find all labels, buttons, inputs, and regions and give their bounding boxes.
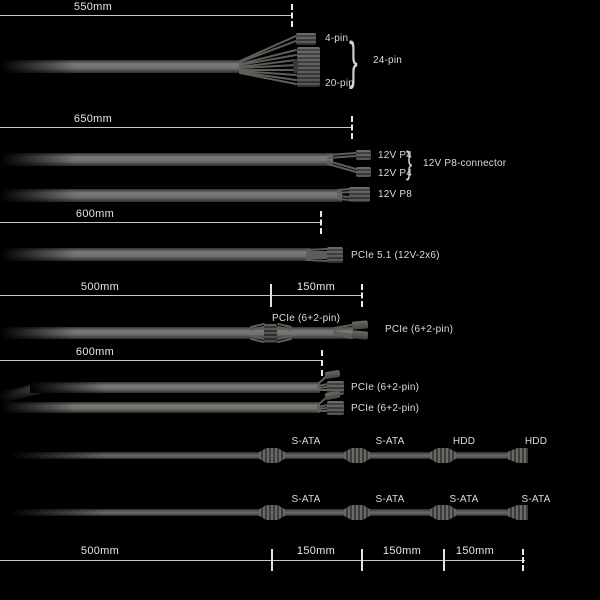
- measure-tick: [443, 549, 445, 571]
- label-12v-p8: 12V P8: [378, 189, 413, 200]
- measure-line: [0, 360, 323, 361]
- pcie-end-plug-top: [351, 320, 369, 330]
- hdd-connector: [430, 448, 456, 463]
- measure-tick: [271, 549, 273, 571]
- cpu-p8-wire-fan: [337, 188, 351, 201]
- measure-line: [0, 15, 293, 16]
- label-pcie51: PCIe 5.1 (12V-2x6): [351, 250, 440, 261]
- hdd-end-connector: [508, 448, 528, 463]
- label-20pin: 20-pin: [325, 78, 354, 89]
- measure-label-b150-2: 150mm: [382, 545, 422, 557]
- pcie51-cable: [0, 248, 311, 261]
- atx-4pin-connector: [296, 33, 316, 45]
- pcie-dual-bottom-2pin-plug: [324, 390, 341, 401]
- measure-tick-dashed: [522, 549, 524, 571]
- measure-tick: [361, 549, 363, 571]
- brace-p8-group: }: [406, 145, 413, 182]
- measure-line: [0, 295, 363, 296]
- label-4pin: 4-pin: [325, 33, 349, 44]
- sata-connector: [430, 505, 456, 520]
- label-12v-p4-top: 12V P4: [378, 150, 413, 161]
- pcie-dual-cable-bottom: [0, 402, 320, 413]
- cpu-p4-connector-top: [356, 150, 371, 160]
- measure-line: [0, 560, 525, 561]
- sata-connector: [259, 505, 285, 520]
- pcie-dual-cable-top: [30, 382, 320, 393]
- label-sata-2: S-ATA: [375, 436, 405, 447]
- pcie51-connector: [327, 247, 343, 263]
- measure-line: [0, 127, 353, 128]
- measure-line: [0, 222, 322, 223]
- measure-label-b150-1: 150mm: [296, 545, 336, 557]
- measure-label-b150-3: 150mm: [455, 545, 495, 557]
- cpu-p4-connector-bottom: [356, 167, 371, 177]
- label-24pin: 24-pin: [373, 55, 402, 66]
- label-pcie-mid: PCIe (6+2-pin): [272, 313, 341, 324]
- pcie-daisy-cable: [0, 327, 353, 339]
- label-sata2-4: S-ATA: [521, 494, 551, 505]
- label-pcie-dual-top: PCIe (6+2-pin): [351, 382, 420, 393]
- atx-20pin-latch: [293, 59, 298, 73]
- cpu-p4-wire-fan: [327, 152, 357, 173]
- brace-24pin: }: [349, 30, 358, 90]
- measure-tick-dashed: [351, 116, 353, 139]
- pcie-dual-bottom-connector: [327, 401, 344, 415]
- measure-tick-dashed: [361, 284, 363, 307]
- measure-tick-dashed: [320, 211, 322, 234]
- measure-tick-dashed: [291, 4, 293, 27]
- cpu-p8-connector: [349, 187, 370, 202]
- measure-label-600mm-2: 600mm: [75, 346, 115, 358]
- label-sata2-1: S-ATA: [291, 494, 321, 505]
- measure-label-550mm: 550mm: [73, 1, 113, 13]
- label-hdd-1: HDD: [452, 436, 476, 447]
- atx-20pin-connector: [297, 47, 320, 87]
- sata-connector: [344, 505, 370, 520]
- label-hdd-2: HDD: [524, 436, 548, 447]
- label-12v-p4-bottom: 12V P4: [378, 168, 413, 179]
- cpu-p4-cable: [0, 153, 333, 166]
- sata-end-connector: [508, 505, 528, 520]
- measure-tick-dashed: [321, 350, 323, 376]
- label-12v-p8-connector: 12V P8-connector: [423, 158, 507, 169]
- label-sata2-2: S-ATA: [375, 494, 405, 505]
- measure-label-b500: 500mm: [80, 545, 120, 557]
- sata-connector: [259, 448, 285, 463]
- pcie-end-wire-fan: [333, 324, 353, 339]
- pcie-end-plug-bottom: [351, 330, 369, 340]
- label-pcie-dual-bottom: PCIe (6+2-pin): [351, 403, 420, 414]
- measure-label-650mm: 650mm: [73, 113, 113, 125]
- sata-connector: [344, 448, 370, 463]
- pcie-mid-wire-fan: [250, 323, 292, 343]
- measure-label-600mm: 600mm: [75, 208, 115, 220]
- pcie-dual-top-2pin-plug: [324, 369, 341, 380]
- measure-tick: [270, 284, 272, 307]
- atx-cable: [0, 60, 242, 73]
- measure-label-150mm: 150mm: [296, 281, 336, 293]
- label-sata2-3: S-ATA: [449, 494, 479, 505]
- label-sata-1: S-ATA: [291, 436, 321, 447]
- label-pcie-end: PCIe (6+2-pin): [385, 324, 454, 335]
- pcie-mid-connector: [264, 324, 277, 343]
- pcie51-wire-fan: [306, 248, 328, 262]
- cpu-p8-cable: [0, 189, 342, 202]
- measure-label-500mm: 500mm: [80, 281, 120, 293]
- atx-wire-fan: [239, 35, 297, 85]
